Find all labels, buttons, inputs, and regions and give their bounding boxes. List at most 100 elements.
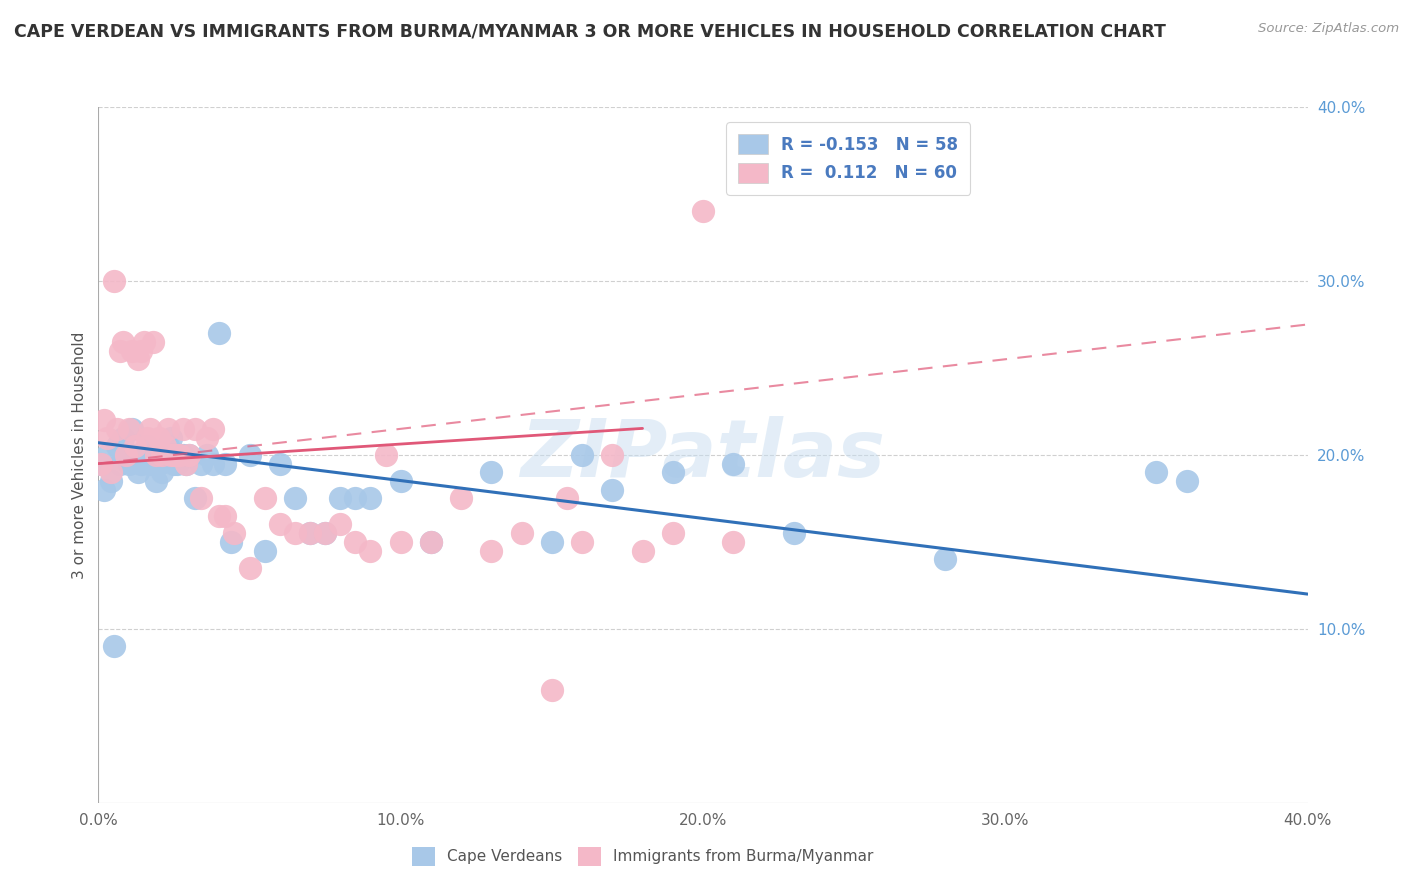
- Point: [90, 457, 112, 471]
- Point: [692, 204, 714, 219]
- Point: [571, 448, 593, 462]
- Point: [96, 431, 118, 445]
- Point: [105, 439, 128, 453]
- Point: [111, 431, 134, 445]
- Point: [571, 534, 593, 549]
- Point: [121, 422, 143, 436]
- Point: [481, 466, 503, 480]
- Point: [135, 431, 157, 445]
- Point: [662, 466, 685, 480]
- Point: [114, 448, 136, 462]
- Point: [124, 439, 146, 453]
- Point: [510, 526, 533, 541]
- Point: [540, 682, 562, 697]
- Point: [420, 534, 443, 549]
- Point: [602, 483, 624, 497]
- Point: [723, 457, 745, 471]
- Point: [163, 448, 186, 462]
- Point: [150, 466, 173, 480]
- Point: [174, 457, 197, 471]
- Point: [783, 526, 806, 541]
- Text: ZIPatlas: ZIPatlas: [520, 416, 886, 494]
- Point: [166, 448, 188, 462]
- Point: [174, 457, 197, 471]
- Point: [284, 526, 307, 541]
- Point: [269, 517, 291, 532]
- Point: [132, 448, 155, 462]
- Text: Source: ZipAtlas.com: Source: ZipAtlas.com: [1258, 22, 1399, 36]
- Point: [253, 491, 276, 506]
- Point: [602, 448, 624, 462]
- Point: [214, 508, 236, 523]
- Point: [114, 448, 136, 462]
- Text: CAPE VERDEAN VS IMMIGRANTS FROM BURMA/MYANMAR 3 OR MORE VEHICLES IN HOUSEHOLD CO: CAPE VERDEAN VS IMMIGRANTS FROM BURMA/MY…: [14, 22, 1166, 40]
- Point: [148, 431, 170, 445]
- Point: [540, 534, 562, 549]
- Point: [269, 457, 291, 471]
- Point: [360, 491, 382, 506]
- Point: [224, 526, 246, 541]
- Point: [132, 334, 155, 349]
- Point: [631, 543, 654, 558]
- Point: [145, 448, 167, 462]
- Point: [129, 457, 152, 471]
- Point: [202, 422, 225, 436]
- Point: [142, 334, 165, 349]
- Point: [163, 457, 186, 471]
- Point: [239, 561, 262, 575]
- Point: [90, 457, 112, 471]
- Point: [169, 448, 191, 462]
- Point: [139, 457, 162, 471]
- Point: [253, 543, 276, 558]
- Point: [150, 448, 173, 462]
- Point: [723, 534, 745, 549]
- Point: [299, 526, 322, 541]
- Point: [1175, 474, 1198, 488]
- Point: [105, 422, 128, 436]
- Point: [389, 474, 412, 488]
- Point: [555, 491, 578, 506]
- Point: [121, 343, 143, 358]
- Point: [148, 457, 170, 471]
- Point: [108, 457, 131, 471]
- Point: [160, 448, 183, 462]
- Point: [314, 526, 336, 541]
- Point: [662, 526, 685, 541]
- Point: [129, 343, 152, 358]
- Point: [190, 457, 212, 471]
- Point: [108, 343, 131, 358]
- Point: [329, 517, 352, 532]
- Point: [156, 439, 179, 453]
- Point: [118, 422, 141, 436]
- Point: [934, 552, 956, 566]
- Point: [1144, 466, 1167, 480]
- Y-axis label: 3 or more Vehicles in Household: 3 or more Vehicles in Household: [72, 331, 87, 579]
- Point: [208, 326, 231, 340]
- Point: [153, 448, 176, 462]
- Point: [118, 457, 141, 471]
- Point: [135, 439, 157, 453]
- Point: [103, 639, 125, 653]
- Point: [195, 431, 218, 445]
- Point: [172, 448, 194, 462]
- Point: [166, 457, 188, 471]
- Point: [179, 448, 201, 462]
- Point: [111, 334, 134, 349]
- Point: [153, 439, 176, 453]
- Point: [100, 466, 122, 480]
- Point: [124, 448, 146, 462]
- Point: [127, 466, 149, 480]
- Point: [93, 483, 115, 497]
- Point: [103, 274, 125, 288]
- Point: [202, 457, 225, 471]
- Point: [344, 534, 367, 549]
- Point: [239, 448, 262, 462]
- Point: [184, 491, 207, 506]
- Point: [195, 448, 218, 462]
- Point: [329, 491, 352, 506]
- Point: [93, 413, 115, 427]
- Point: [360, 543, 382, 558]
- Legend: Cape Verdeans, Immigrants from Burma/Myanmar: Cape Verdeans, Immigrants from Burma/Mya…: [406, 841, 879, 871]
- Point: [172, 422, 194, 436]
- Point: [145, 474, 167, 488]
